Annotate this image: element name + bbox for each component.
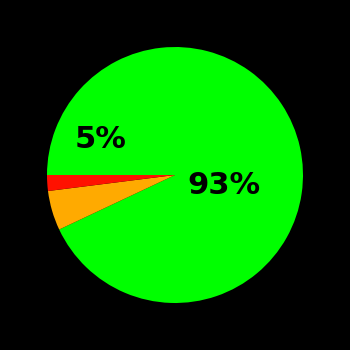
Wedge shape [47, 175, 175, 191]
Wedge shape [47, 47, 303, 303]
Text: 93%: 93% [187, 171, 260, 200]
Text: 5%: 5% [75, 125, 127, 154]
Wedge shape [48, 175, 175, 230]
